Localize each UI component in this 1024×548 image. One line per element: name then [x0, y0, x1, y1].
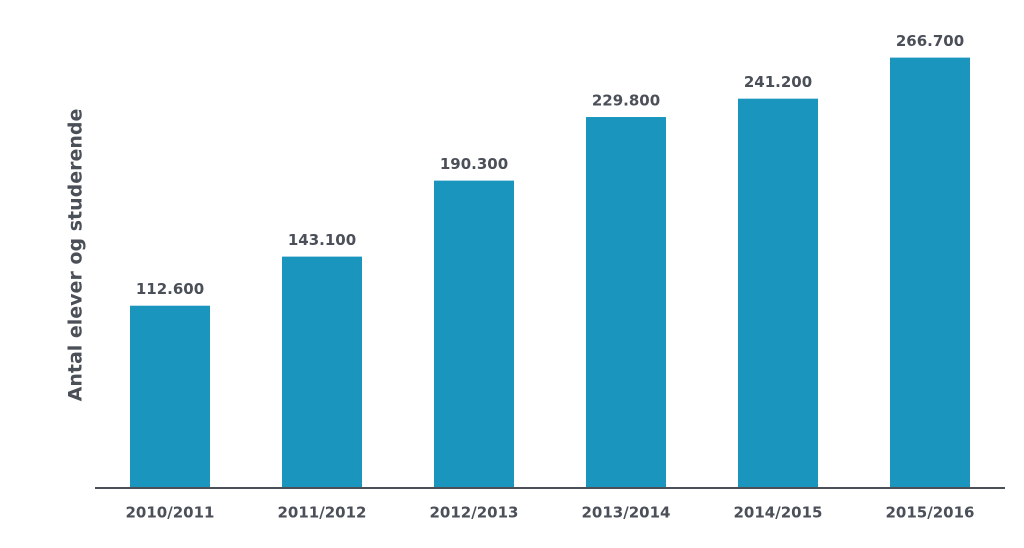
value-label: 241.200 — [744, 73, 812, 91]
bar — [586, 117, 666, 487]
value-label: 266.700 — [896, 32, 964, 50]
value-label: 190.300 — [440, 155, 508, 173]
value-label: 143.100 — [288, 231, 356, 249]
x-tick-label: 2012/2013 — [430, 504, 519, 522]
value-label: 112.600 — [136, 280, 204, 298]
x-tick-label: 2010/2011 — [126, 504, 215, 522]
bar — [434, 180, 514, 487]
x-tick-label: 2015/2016 — [886, 504, 975, 522]
x-tick-label: 2013/2014 — [582, 504, 671, 522]
value-label: 229.800 — [592, 92, 660, 110]
bar — [130, 305, 210, 487]
bar — [890, 57, 970, 487]
y-axis-label: Antal elever og studerende — [65, 109, 87, 402]
x-tick-label: 2011/2012 — [278, 504, 367, 522]
bar — [738, 98, 818, 487]
x-tick-label: 2014/2015 — [734, 504, 823, 522]
bar — [282, 256, 362, 487]
